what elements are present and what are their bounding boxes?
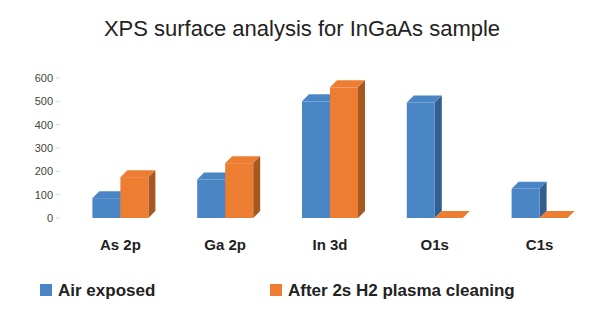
bar-side [253,156,260,218]
x-tick-label: In 3d [312,236,347,253]
bar [225,163,253,218]
y-tick-label: 500 [35,95,53,107]
y-tick [56,101,60,102]
x-tick-label: Ga 2p [204,236,246,253]
bar [92,198,120,218]
bar-side [568,211,575,218]
bar [540,218,568,219]
bar [302,101,330,218]
y-tick [56,218,60,219]
y-tick [56,194,60,195]
bar-side [435,96,442,219]
y-tick [56,148,60,149]
bar [435,218,463,219]
bar-top [540,211,575,218]
y-tick-label: 600 [35,72,53,84]
y-tick-label: 300 [35,142,53,154]
legend-swatch [40,284,52,296]
x-tick-label: O1s [421,236,449,253]
y-tick [56,78,60,79]
bars [92,80,574,218]
y-tick-label: 400 [35,119,53,131]
legend-label: Air exposed [58,281,155,300]
chart-svg: XPS surface analysis for InGaAs sample 0 1… [0,0,604,317]
bar [197,180,225,219]
bar [512,189,540,218]
y-tick-label: 0 [47,212,53,224]
bar-top [435,211,470,218]
chart-container: XPS surface analysis for InGaAs sample 0 1… [0,0,604,317]
legend-label: After 2s H2 plasma cleaning [288,281,515,300]
y-tick [56,171,60,172]
x-tick-label: C1s [526,236,554,253]
bar-side [148,170,155,218]
bar [330,87,358,218]
bar-side [463,211,470,218]
bar [120,177,148,218]
bar-side [358,80,365,218]
y-tick-label: 100 [35,189,53,201]
legend-swatch [270,284,282,296]
y-tick [56,124,60,125]
y-tick-label: 200 [35,165,53,177]
bar [407,103,435,219]
x-tick-label: As 2p [100,236,141,253]
chart-title: XPS surface analysis for InGaAs sample [104,16,500,41]
